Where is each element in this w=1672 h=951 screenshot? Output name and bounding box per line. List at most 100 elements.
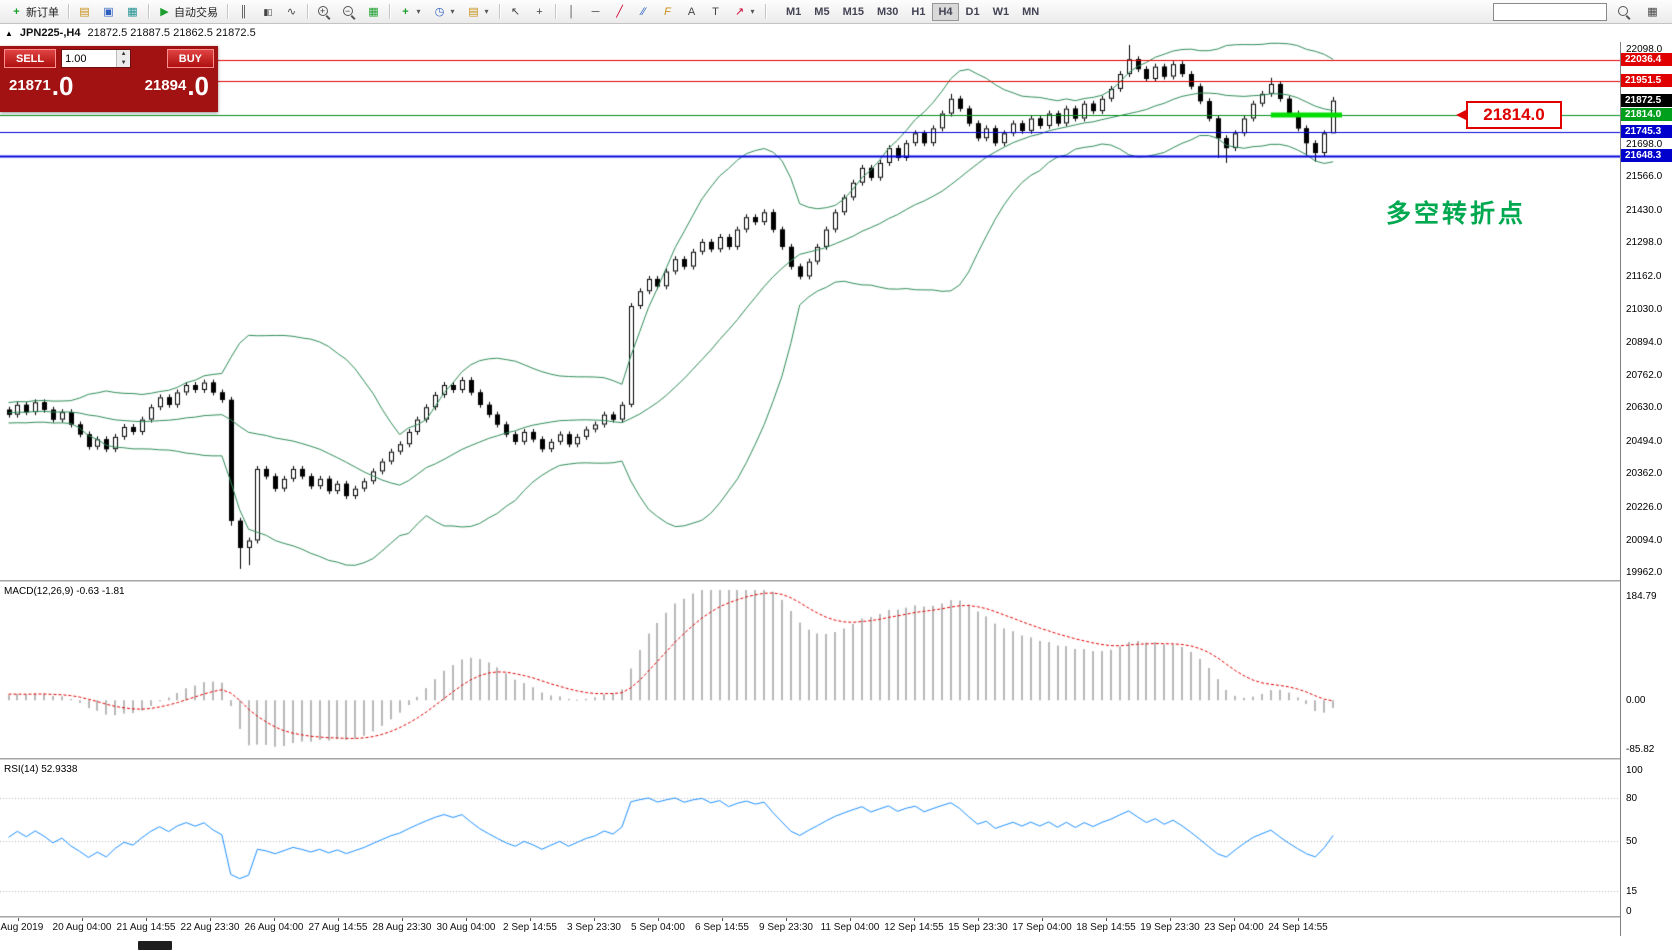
- bar-chart-type-button[interactable]: ║: [232, 2, 255, 22]
- chevron-down-icon: ▾: [750, 7, 755, 16]
- charts-button[interactable]: ▤: [73, 2, 96, 22]
- periods-button[interactable]: ◷ ▾: [428, 2, 461, 22]
- axis-label: 20094.0: [1626, 534, 1663, 546]
- chart-symbol-period: JPN225-,H4: [19, 27, 81, 39]
- crosshair-tool-button[interactable]: +: [528, 2, 551, 22]
- date-label: 3 Sep 23:30: [567, 922, 621, 933]
- axis-label: 20630.0: [1626, 402, 1663, 414]
- chart-ohlc-values: 21872.5 21887.5 21862.5 21872.5: [87, 27, 256, 39]
- date-label: 9 Sep 23:30: [759, 922, 813, 933]
- window-marker-icon: ▲: [5, 28, 13, 38]
- zoom-in-button[interactable]: +: [312, 2, 336, 22]
- pivot-annotation[interactable]: 多空转折点: [1385, 200, 1526, 228]
- buy-price: 21894 .0: [145, 71, 209, 101]
- timeframe-d1-button[interactable]: D1: [960, 3, 986, 21]
- axis-label: 21162.0: [1626, 270, 1662, 282]
- pane-splitter[interactable]: [0, 580, 1672, 582]
- price-badge: 21814.0: [1621, 108, 1672, 122]
- price-callout-label[interactable]: 21814.0: [1466, 101, 1562, 129]
- timeframe-w1-button[interactable]: W1: [987, 3, 1016, 21]
- sell-price-pips: .0: [51, 71, 74, 101]
- terminal-button[interactable]: ▦: [121, 2, 144, 22]
- timeframe-mn-button[interactable]: MN: [1016, 3, 1045, 21]
- sell-button[interactable]: SELL: [4, 49, 57, 68]
- axis-label: 15: [1626, 885, 1638, 897]
- axis-label: 50: [1626, 836, 1638, 847]
- chevron-down-icon: ▾: [484, 7, 489, 16]
- price-badge: 21872.5: [1621, 93, 1672, 107]
- toolbar-right-group: ▦: [1493, 2, 1667, 22]
- price-badge: 21648.3: [1621, 148, 1672, 162]
- text-tool-button[interactable]: A: [680, 2, 703, 22]
- toolbar: + 新订单 ▤ ▣ ▦ ▶ 自动交易 ║ ▮▯ ∿ +: [0, 0, 1672, 24]
- axis-label: 20762.0: [1626, 369, 1663, 381]
- axis-label: 20494.0: [1626, 435, 1663, 447]
- timeframe-m30-button[interactable]: M30: [871, 3, 904, 21]
- autotrading-button[interactable]: ▶ 自动交易: [153, 2, 223, 22]
- time-tick: [82, 918, 83, 921]
- time-axis[interactable]: 8 Aug 2019 20 Aug 04:00 21 Aug 14:55 22 Aug…: [0, 918, 1620, 936]
- time-tick: [786, 918, 787, 921]
- horizontal-line-icon: ─: [591, 5, 600, 18]
- spinner-down-icon[interactable]: ▼: [117, 58, 131, 67]
- profiles-button[interactable]: ▣: [97, 2, 120, 22]
- symbol-search-input[interactable]: [1493, 2, 1607, 21]
- axis-label: 20226.0: [1626, 501, 1663, 513]
- layout-icon: ▦: [1647, 5, 1658, 18]
- date-label: 8 Aug 2019: [0, 922, 44, 933]
- timeframe-m1-button[interactable]: M1: [780, 3, 807, 21]
- layout-button[interactable]: ▦: [1641, 2, 1664, 22]
- horizontal-line-tool-button[interactable]: ─: [584, 2, 607, 22]
- fibonacci-tool-button[interactable]: F: [656, 2, 679, 22]
- templates-button[interactable]: ▤ ▾: [462, 2, 495, 22]
- time-tick: [530, 918, 531, 921]
- fibonacci-icon: F: [664, 5, 671, 18]
- price-badge: 21951.5: [1621, 74, 1672, 88]
- volume-input[interactable]: [62, 52, 117, 65]
- timeframe-m15-button[interactable]: M15: [837, 3, 870, 21]
- time-tick: [146, 918, 147, 921]
- timeframe-m5-button[interactable]: M5: [808, 3, 835, 21]
- toolbar-separator: [227, 4, 228, 19]
- trendline-tool-button[interactable]: ╱: [608, 2, 631, 22]
- channel-tool-button[interactable]: ∕∕: [632, 2, 655, 22]
- cursor-tool-button[interactable]: ↖: [504, 2, 527, 22]
- price-badge: 21745.3: [1621, 125, 1672, 138]
- pane-splitter[interactable]: [0, 758, 1672, 760]
- taskbar-peek: [138, 941, 172, 950]
- spinner-up-icon[interactable]: ▲: [117, 50, 131, 59]
- timeframe-h4-button[interactable]: H4: [932, 2, 959, 21]
- rsi-indicator-pane[interactable]: [0, 760, 1620, 916]
- search-button[interactable]: [1612, 2, 1636, 22]
- candlestick-chart-type-button[interactable]: ▮▯: [256, 2, 279, 22]
- axis-label: 0.00: [1626, 695, 1646, 707]
- axis-label: -85.82: [1626, 743, 1655, 755]
- time-tick: [1170, 918, 1171, 921]
- line-chart-type-button[interactable]: ∿: [280, 2, 303, 22]
- sell-price-main: 21871: [9, 77, 51, 94]
- axis-label: 184.79: [1626, 590, 1657, 602]
- toolbar-separator: [499, 4, 500, 19]
- new-chart-icon: ▤: [79, 5, 90, 18]
- channel-icon: ∕∕: [641, 5, 646, 18]
- date-label: 24 Sep 14:55: [1268, 922, 1328, 933]
- arrange-windows-button[interactable]: ▦: [362, 2, 385, 22]
- indicators-button[interactable]: + ▾: [394, 2, 427, 22]
- search-icon: [1617, 5, 1631, 19]
- price-axis[interactable]: 22098.0 21698.0 21566.0 21430.0 21298.0 21162…: [1620, 42, 1672, 936]
- timeframe-h1-button[interactable]: H1: [905, 3, 931, 21]
- buy-button[interactable]: BUY: [166, 49, 214, 68]
- macd-indicator-pane[interactable]: [0, 582, 1620, 758]
- zoom-out-icon: −: [342, 5, 356, 19]
- new-order-label: 新订单: [26, 6, 59, 19]
- autotrading-label: 自动交易: [174, 6, 218, 19]
- vertical-line-tool-button[interactable]: │: [560, 2, 583, 22]
- time-tick: [402, 918, 403, 921]
- new-order-button[interactable]: + 新订单: [5, 2, 64, 22]
- cursor-icon: ↖: [510, 5, 521, 18]
- main-price-chart[interactable]: [0, 42, 1620, 580]
- buy-price-pips: .0: [187, 71, 209, 101]
- arrow-tool-button[interactable]: ↗ ▾: [728, 2, 761, 22]
- label-tool-button[interactable]: T: [704, 2, 727, 22]
- zoom-out-button[interactable]: −: [337, 2, 361, 22]
